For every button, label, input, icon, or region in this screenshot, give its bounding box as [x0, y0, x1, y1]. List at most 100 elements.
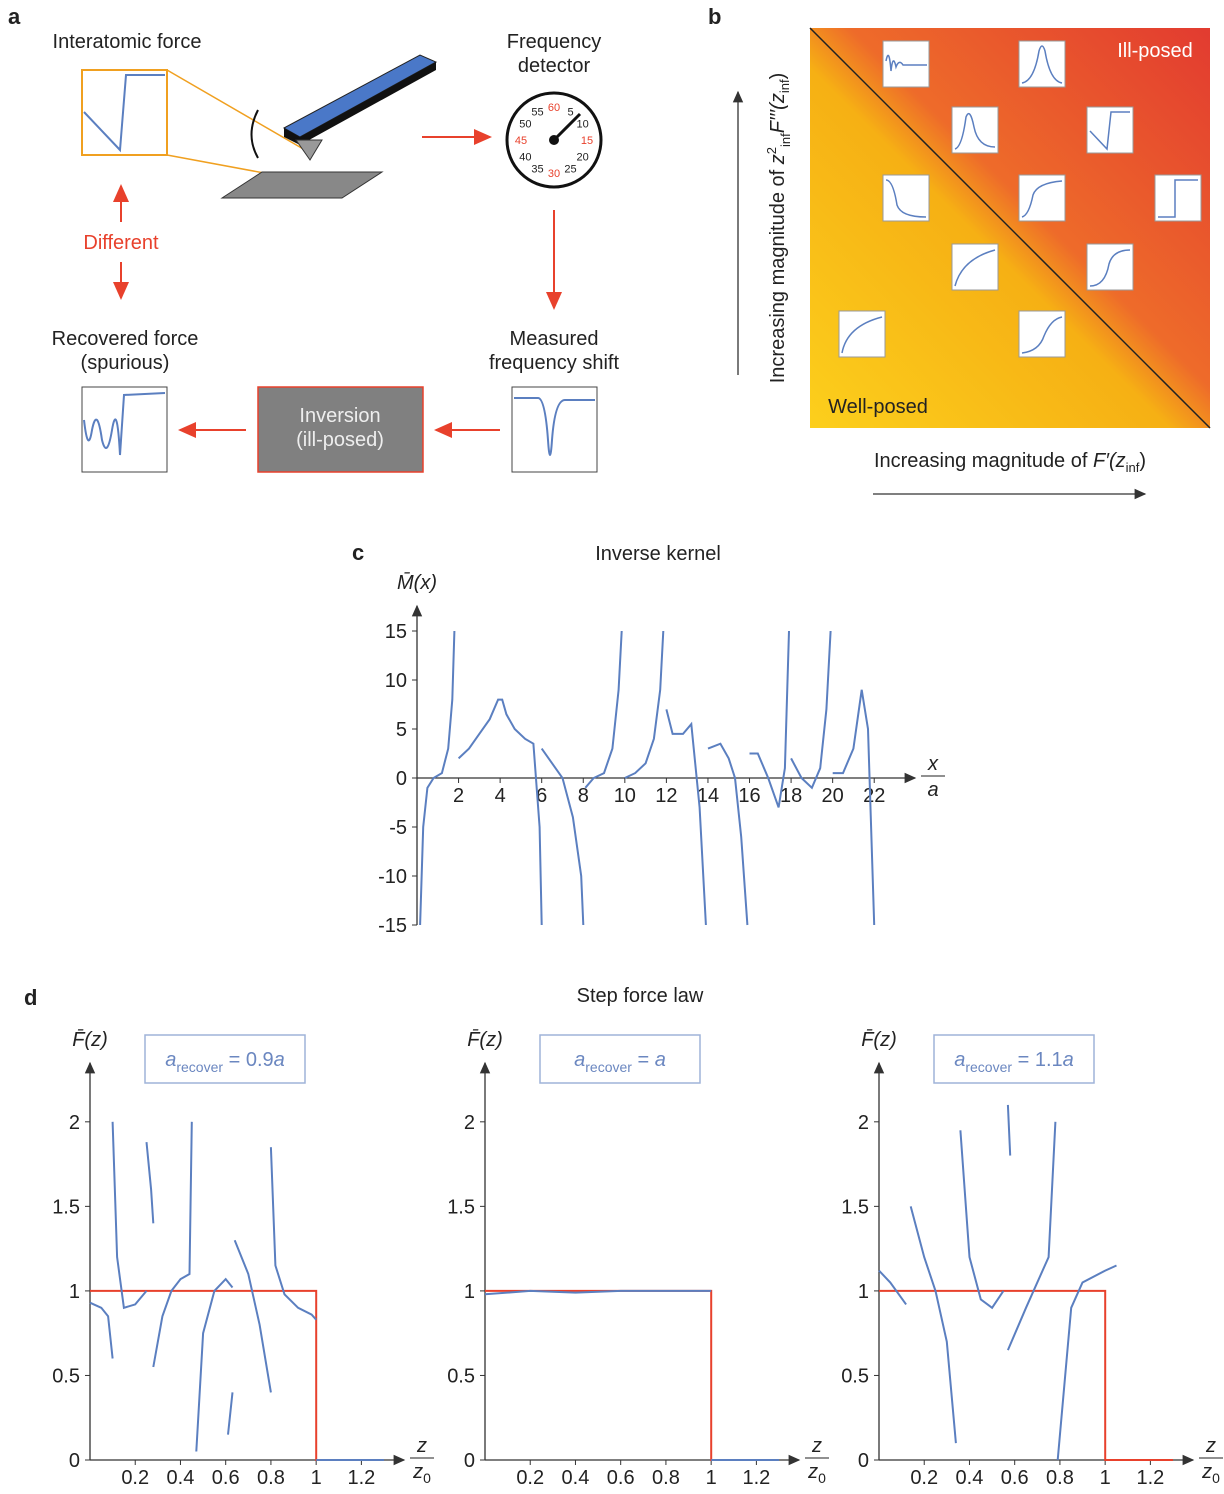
- dial-number: 45: [515, 135, 527, 147]
- y-tick-label: 1.5: [841, 1196, 869, 1218]
- tip: [296, 140, 322, 160]
- y-tick-label: 5: [396, 719, 407, 741]
- label: Recovered force: [52, 328, 199, 350]
- y-tick-label: 1.5: [447, 1196, 475, 1218]
- x-tick-label: 22: [863, 785, 885, 807]
- y-tick-label: 0: [396, 768, 407, 790]
- x-axis-label: Increasing magnitude of F′(zinf): [874, 450, 1146, 475]
- label: Frequency: [507, 31, 602, 53]
- y-tick-label: -10: [378, 866, 407, 888]
- y-tick-label: -5: [389, 817, 407, 839]
- x-tick-label: 8: [578, 785, 589, 807]
- dial-number: 5: [567, 106, 573, 118]
- cantilever: [284, 55, 436, 137]
- y-tick-label: 10: [385, 670, 407, 692]
- y-tick-label: 2: [858, 1112, 869, 1134]
- annotation-part: a: [274, 1049, 285, 1071]
- x-axis-label-part: z: [1201, 1461, 1212, 1483]
- label: frequency shift: [489, 352, 620, 374]
- dial-number: 15: [581, 135, 593, 147]
- y-tick-label: 0.5: [52, 1365, 80, 1387]
- x-tick-label: 0.6: [1001, 1467, 1029, 1489]
- x-tick-label: 0.8: [257, 1467, 285, 1489]
- y-axis-label: F̄(z): [861, 1028, 897, 1051]
- y-tick-label: 1.5: [52, 1196, 80, 1218]
- x-tick-label: 1: [1100, 1467, 1111, 1489]
- x-tick-label: 0.2: [516, 1467, 544, 1489]
- x-tick-label: 12: [655, 785, 677, 807]
- panel-label: d: [24, 985, 37, 1010]
- surface: [222, 172, 382, 198]
- x-axis-label-part: z: [807, 1461, 818, 1483]
- panel-label: c: [352, 540, 364, 565]
- dial-number: 40: [519, 152, 531, 164]
- oscillation: [252, 110, 259, 158]
- x-tick-label: 0.8: [1046, 1467, 1074, 1489]
- dial-number: 25: [564, 164, 576, 176]
- x-tick-label: 1.2: [347, 1467, 375, 1489]
- y-tick-label: 15: [385, 621, 407, 643]
- y-tick-label: 1: [464, 1281, 475, 1303]
- annotation-part: =: [632, 1049, 655, 1071]
- x-axis-label: z: [416, 1435, 427, 1457]
- annotation-part: a: [954, 1049, 965, 1071]
- annotation-part: a: [1063, 1049, 1074, 1071]
- y-tick-label: 2: [464, 1112, 475, 1134]
- dial-number: 55: [531, 106, 543, 118]
- dial-hub: [549, 135, 559, 145]
- dial-number: 50: [519, 119, 531, 131]
- x-axis-label-part: 0: [818, 1470, 826, 1486]
- label: Measured: [510, 328, 599, 350]
- dial-number: 10: [576, 119, 588, 131]
- annotation-part: = 1.1: [1012, 1049, 1063, 1071]
- thumbnail: [1019, 41, 1065, 87]
- chart-title: Step force law: [577, 985, 704, 1007]
- x-tick-label: 20: [822, 785, 844, 807]
- y-tick-label: 0: [858, 1450, 869, 1472]
- x-tick-label: 1: [706, 1467, 717, 1489]
- panel-b: Ill-posed Well-posed Increasing magnitud…: [738, 28, 1210, 494]
- y-tick-label: -15: [378, 915, 407, 937]
- label: Different: [83, 232, 159, 254]
- x-axis-label-part: a: [927, 779, 938, 801]
- thumbnail: [1087, 107, 1133, 153]
- y-axis-label: Increasing magnitude of z2infF′′′(zinf): [764, 73, 793, 384]
- y-axis-label: F̄(z): [72, 1028, 108, 1051]
- x-tick-label: 1.2: [742, 1467, 770, 1489]
- y-tick-label: 2: [69, 1112, 80, 1134]
- x-axis-label: z: [811, 1435, 822, 1457]
- dial-number: 30: [548, 168, 560, 180]
- annotation-part: recover: [176, 1059, 223, 1075]
- x-tick-label: 1: [311, 1467, 322, 1489]
- x-tick-label: 0.8: [652, 1467, 680, 1489]
- dial-number: 20: [576, 152, 588, 164]
- x-tick-label: 16: [738, 785, 760, 807]
- annotation-part: = 0.9: [223, 1049, 274, 1071]
- annotation-part: recover: [585, 1059, 632, 1075]
- x-axis-label-part: 0: [1212, 1470, 1220, 1486]
- x-tick-label: 0.4: [956, 1467, 984, 1489]
- x-tick-label: 0.6: [607, 1467, 635, 1489]
- x-tick-label: 0.2: [910, 1467, 938, 1489]
- data-line: [90, 1291, 384, 1460]
- y-tick-label: 0: [69, 1450, 80, 1472]
- data-line: [485, 1291, 779, 1460]
- data-line: [485, 1291, 779, 1460]
- y-tick-label: 0: [464, 1450, 475, 1472]
- label: Inversion: [299, 405, 380, 427]
- label: Interatomic force: [53, 31, 202, 53]
- annotation-part: a: [655, 1049, 666, 1071]
- x-tick-label: 10: [614, 785, 636, 807]
- x-tick-label: 4: [495, 785, 506, 807]
- y-tick-label: 1: [858, 1281, 869, 1303]
- dial-number: 35: [531, 164, 543, 176]
- chart-title: Inverse kernel: [595, 543, 721, 565]
- y-tick-label: 1: [69, 1281, 80, 1303]
- x-axis-label: a: [927, 779, 938, 801]
- x-axis-label: z0: [1201, 1461, 1220, 1486]
- label: Ill-posed: [1117, 40, 1193, 62]
- annotation-part: a: [165, 1049, 176, 1071]
- y-tick-label: 0.5: [841, 1365, 869, 1387]
- annotation-part: a: [574, 1049, 585, 1071]
- x-axis-label: z0: [412, 1461, 431, 1486]
